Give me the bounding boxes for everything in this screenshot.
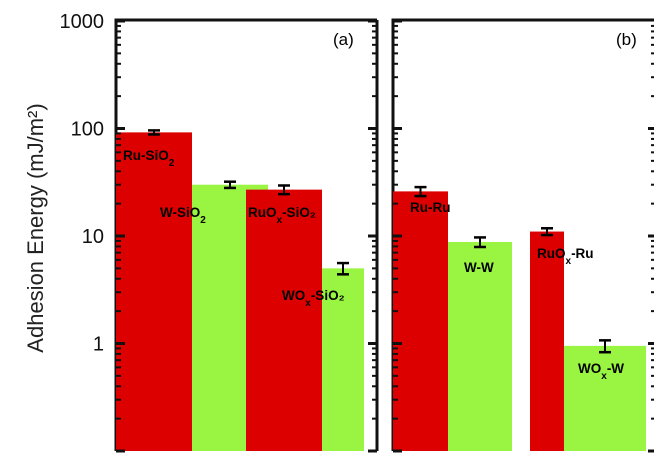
y-tick-label: 1 [93, 334, 104, 356]
y-axis-label: Adhesion Energy (mJ/m²) [23, 103, 48, 352]
bar-ruox-sio2 [246, 189, 322, 451]
y-tick-label: 100 [71, 119, 104, 141]
bar-ru-sio2 [116, 132, 192, 451]
error-bar-ruox-sio2 [278, 184, 290, 196]
error-bar-ru-ru [414, 185, 427, 198]
bar-wox-w [564, 345, 646, 451]
panel-label: (a) [333, 30, 354, 49]
error-bar-ruox-ru [541, 227, 553, 237]
y-tick-label: 10 [82, 226, 104, 248]
y-tick-label: 1000 [60, 11, 105, 33]
panel-label: (b) [616, 30, 637, 49]
bar-label-ru-sio2: Ru-SiO2 [123, 148, 175, 169]
bar-ruox-ru [530, 231, 564, 451]
bar-wox-sio2 [322, 268, 364, 451]
error-bar-wox-w [599, 339, 611, 354]
bar-label-wox-sio2: WOx-SiO₂ [282, 288, 345, 309]
bar-label-wox-w: WOx-W [578, 361, 624, 382]
bar-label-w-sio2: W-SiO2 [160, 205, 206, 226]
error-bar-ru-sio2 [148, 129, 160, 136]
bar-label-ru-ru: Ru-Ru [410, 200, 451, 215]
error-bar-wox-sio2 [337, 261, 349, 276]
bar-label-ruox-sio2: RuOx-SiO₂ [248, 205, 316, 226]
error-bar-w-w [474, 236, 486, 249]
panel-a: Ru-SiO2 W-SiO2 RuOx-SiO₂ WOx-SiO₂ (a) 1 10 100 1… [60, 11, 379, 453]
y-axis-label-main: Adhesion Energy (mJ/m²) [23, 103, 48, 352]
bar-w-w [448, 241, 512, 451]
bar-ru-ru [393, 191, 448, 451]
error-bar-w-sio2 [224, 180, 236, 190]
bar-label-w-w: W-W [464, 260, 494, 275]
bar-label-ruox-ru: RuOx-Ru [537, 246, 594, 267]
panel-b: Ru-Ru W-W RuOx-Ru WOx-W (b) [391, 18, 654, 453]
